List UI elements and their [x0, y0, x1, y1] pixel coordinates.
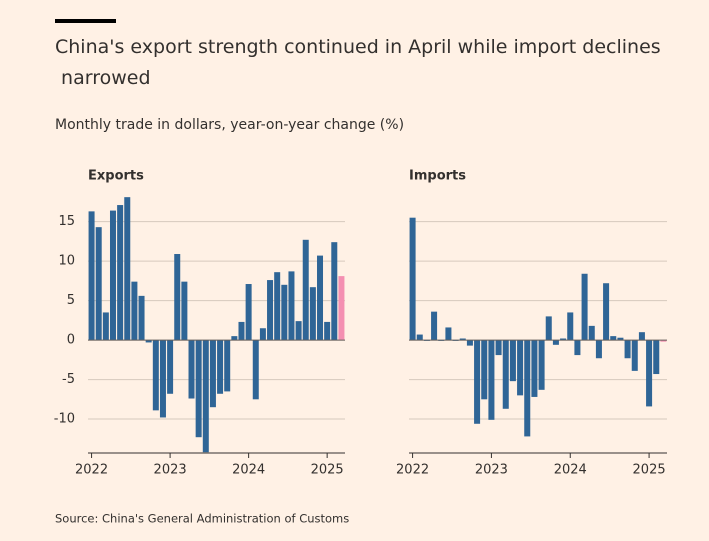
bar	[202, 340, 209, 453]
title-line: narrowed	[55, 67, 151, 89]
bar	[145, 340, 152, 343]
bar	[595, 340, 602, 359]
bar	[131, 281, 138, 341]
x-tick-label: 2023	[475, 463, 508, 478]
bar	[124, 197, 131, 341]
bar	[581, 273, 588, 341]
y-tick-label: -5	[62, 372, 75, 387]
bar	[646, 340, 653, 407]
y-tick-label: 10	[58, 254, 75, 269]
bar	[524, 340, 531, 437]
bar	[488, 340, 495, 420]
bar	[545, 316, 552, 341]
x-tick-label: 2024	[554, 463, 587, 478]
bar	[552, 340, 559, 345]
bar	[274, 272, 281, 341]
bar	[338, 276, 345, 341]
bar	[174, 254, 181, 341]
bar	[195, 340, 202, 438]
panel-title: Exports	[88, 169, 144, 184]
x-tick-label: 2022	[396, 463, 429, 478]
bar	[209, 340, 216, 408]
panel-title: Imports	[409, 169, 466, 184]
bar	[531, 340, 538, 397]
bar	[302, 239, 309, 341]
bar	[459, 338, 466, 341]
bar	[238, 321, 245, 341]
bar	[167, 340, 174, 394]
bar	[224, 340, 231, 392]
bar	[631, 340, 638, 371]
y-tick-label: 0	[67, 333, 75, 348]
bar	[231, 336, 238, 341]
bar	[560, 338, 567, 341]
bar	[660, 340, 667, 342]
bar	[431, 311, 438, 341]
bar	[252, 340, 259, 400]
bar	[474, 340, 481, 424]
bar	[245, 284, 252, 341]
bar	[88, 211, 95, 341]
bar	[138, 295, 145, 341]
bar	[288, 271, 295, 341]
bar	[324, 321, 331, 341]
bar	[445, 327, 452, 341]
title-line: China's export strength continued in Apr…	[55, 36, 661, 58]
bar	[181, 281, 188, 341]
bar	[331, 242, 338, 341]
bar	[574, 340, 581, 356]
x-tick-label: 2025	[633, 463, 666, 478]
bar	[217, 340, 224, 394]
bar	[603, 283, 610, 341]
bar	[495, 340, 502, 356]
x-tick-label: 2022	[75, 463, 108, 478]
bar	[416, 334, 423, 341]
bar	[567, 312, 574, 341]
bar	[617, 337, 624, 341]
bar	[159, 340, 166, 418]
bar	[309, 287, 316, 341]
bar	[588, 325, 595, 341]
bar	[102, 312, 109, 341]
y-tick-label: -10	[54, 412, 75, 427]
bar	[317, 255, 324, 341]
bar	[509, 340, 516, 382]
bar	[481, 340, 488, 400]
bar	[638, 332, 645, 341]
bar	[109, 210, 116, 341]
y-tick-label: 5	[67, 293, 75, 308]
bar	[610, 336, 617, 341]
bar	[281, 284, 288, 341]
title-bar	[55, 19, 116, 23]
bar	[267, 280, 274, 341]
source: Source: China's General Administration o…	[55, 512, 349, 526]
bar	[538, 340, 545, 390]
bar	[259, 328, 266, 341]
bar	[502, 340, 509, 409]
bar	[624, 340, 631, 359]
bar	[117, 205, 124, 341]
bar	[466, 340, 473, 346]
bar	[517, 340, 524, 396]
chart-subtitle: Monthly trade in dollars, year-on-year c…	[55, 117, 404, 133]
bar	[409, 217, 416, 341]
chart-title: China's export strength continued in Apr…	[55, 36, 661, 89]
bar	[653, 340, 660, 375]
x-tick-label: 2025	[311, 463, 344, 478]
bar	[295, 321, 302, 341]
y-tick-label: 15	[58, 214, 75, 229]
bar	[95, 227, 102, 341]
bar	[188, 340, 195, 399]
x-tick-label: 2024	[232, 463, 265, 478]
x-tick-label: 2023	[154, 463, 187, 478]
bar	[152, 340, 159, 411]
